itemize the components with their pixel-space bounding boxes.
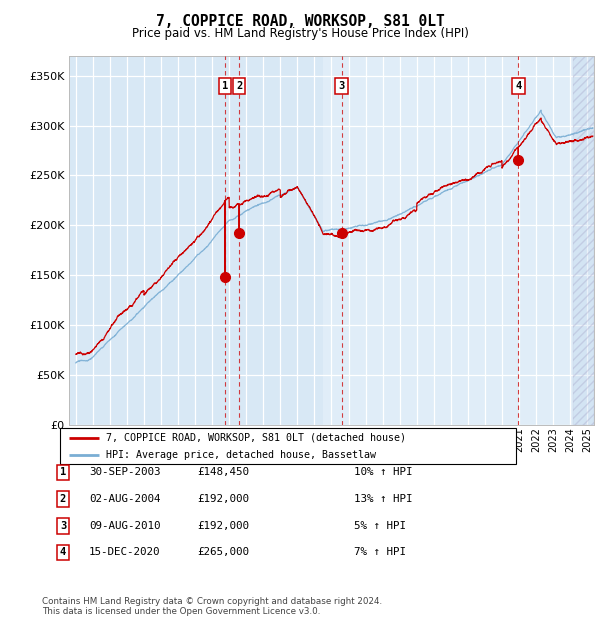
Text: £148,450: £148,450 — [197, 467, 249, 477]
Text: 7, COPPICE ROAD, WORKSOP, S81 0LT: 7, COPPICE ROAD, WORKSOP, S81 0LT — [155, 14, 445, 29]
Text: 10% ↑ HPI: 10% ↑ HPI — [354, 467, 413, 477]
Text: 3: 3 — [60, 521, 66, 531]
Text: 3: 3 — [338, 81, 345, 91]
Text: 5% ↑ HPI: 5% ↑ HPI — [354, 521, 406, 531]
Text: 2: 2 — [60, 494, 66, 504]
Bar — [323, 56, 573, 425]
Text: £192,000: £192,000 — [197, 494, 249, 504]
Text: 7, COPPICE ROAD, WORKSOP, S81 0LT (detached house): 7, COPPICE ROAD, WORKSOP, S81 0LT (detac… — [106, 433, 406, 443]
Text: This data is licensed under the Open Government Licence v3.0.: This data is licensed under the Open Gov… — [42, 607, 320, 616]
Bar — [573, 56, 594, 425]
Text: 15-DEC-2020: 15-DEC-2020 — [89, 547, 160, 557]
Text: 13% ↑ HPI: 13% ↑ HPI — [354, 494, 413, 504]
Text: HPI: Average price, detached house, Bassetlaw: HPI: Average price, detached house, Bass… — [106, 450, 376, 460]
Text: 1: 1 — [222, 81, 228, 91]
Text: £265,000: £265,000 — [197, 547, 249, 557]
Text: 4: 4 — [60, 547, 66, 557]
Text: 30-SEP-2003: 30-SEP-2003 — [89, 467, 160, 477]
Text: 09-AUG-2010: 09-AUG-2010 — [89, 521, 160, 531]
Text: 2: 2 — [236, 81, 242, 91]
Text: £192,000: £192,000 — [197, 521, 249, 531]
Text: Price paid vs. HM Land Registry's House Price Index (HPI): Price paid vs. HM Land Registry's House … — [131, 27, 469, 40]
FancyBboxPatch shape — [60, 428, 516, 464]
Text: 1: 1 — [60, 467, 66, 477]
Text: 4: 4 — [515, 81, 521, 91]
Text: Contains HM Land Registry data © Crown copyright and database right 2024.: Contains HM Land Registry data © Crown c… — [42, 597, 382, 606]
Text: 7% ↑ HPI: 7% ↑ HPI — [354, 547, 406, 557]
Text: 02-AUG-2004: 02-AUG-2004 — [89, 494, 160, 504]
